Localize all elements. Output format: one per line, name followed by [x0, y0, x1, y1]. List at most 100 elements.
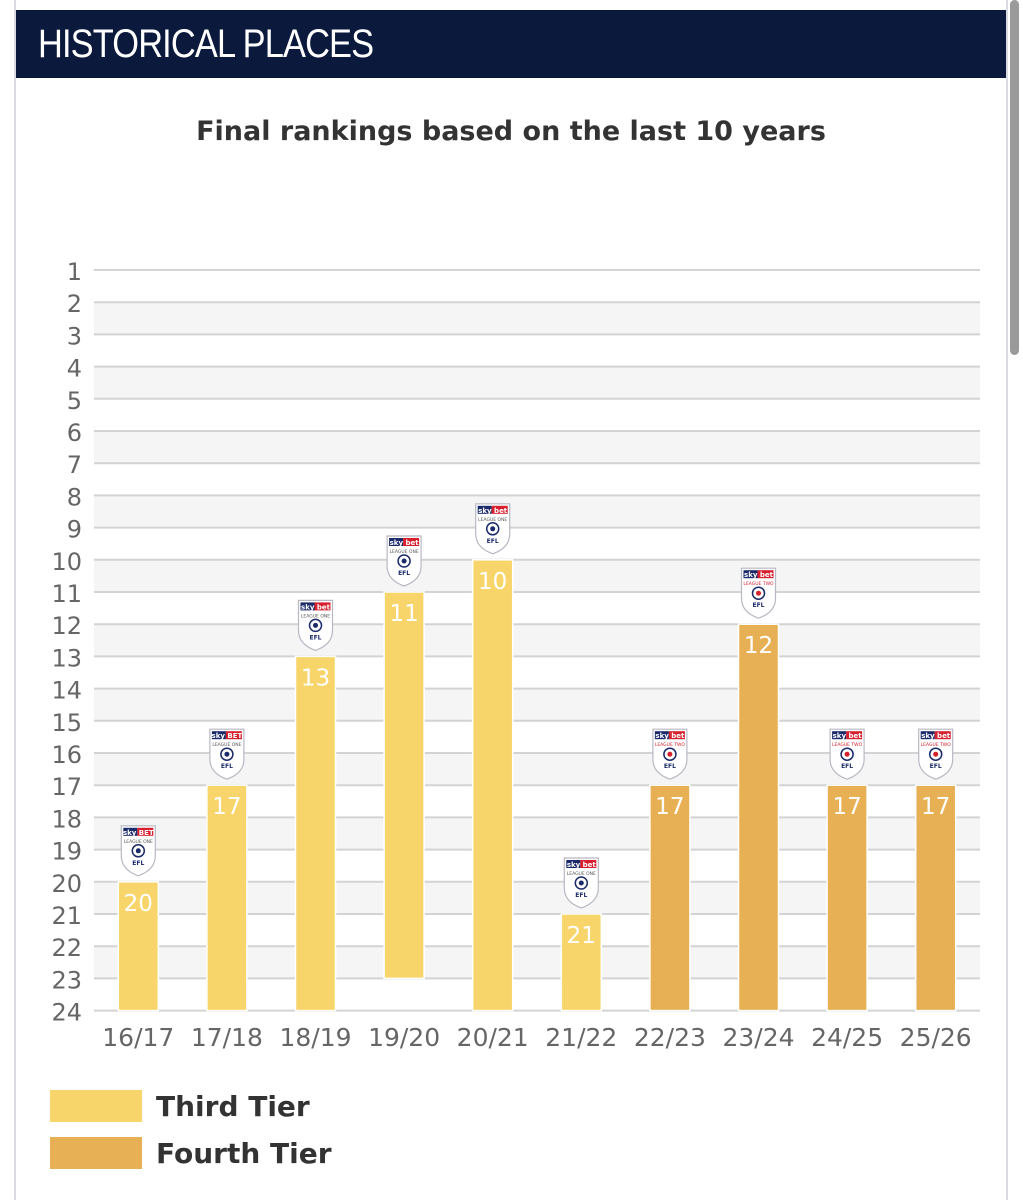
badge-league-text: LEAGUE TWO: [655, 742, 686, 748]
grid-band: [94, 688, 980, 721]
y-tick-label: 14: [51, 677, 82, 705]
y-tick-label: 6: [67, 419, 82, 447]
badge-sky-block: [211, 731, 226, 740]
rankings-chart: 1234567891011121314151617181920212223242…: [51, 258, 980, 1052]
badge-sky-block: [654, 731, 669, 740]
badge-sky-block: [832, 731, 847, 740]
badge-sky-text: sky bet: [567, 861, 597, 869]
grid-band: [94, 302, 980, 335]
badge-crest-center: [224, 751, 230, 757]
y-tick-label: 2: [67, 290, 82, 318]
badge-sky-text: sky bet: [390, 539, 420, 547]
badge-crest-center: [135, 848, 141, 854]
y-tick-label: 4: [67, 355, 82, 383]
badge-league-text: LEAGUE ONE: [124, 839, 153, 845]
badge-league-text: LEAGUE TWO: [743, 581, 774, 587]
league-two-badge-icon: sky bet LEAGUE TWO EFL: [652, 728, 688, 780]
badge-sky-block: [566, 860, 581, 868]
grid-band: [94, 495, 980, 528]
y-tick-label: 1: [67, 258, 82, 286]
bar-21-22: [560, 913, 603, 1012]
bar-value-label: 12: [744, 633, 773, 659]
scrollbar[interactable]: [1010, 0, 1019, 355]
badge-efl-text: EFL: [487, 538, 499, 545]
league-one-badge-icon: sky bet LEAGUE ONE EFL: [563, 857, 599, 909]
badge-bet-block: [668, 731, 685, 740]
y-tick-label: 20: [51, 870, 82, 898]
badge-bet-block: [934, 731, 951, 740]
badge-sky-block: [743, 570, 758, 579]
y-tick-label: 7: [67, 451, 82, 479]
badge-efl-text: EFL: [398, 570, 410, 577]
badge-sky-text: sky bet: [921, 732, 951, 740]
badge-league-text: LEAGUE ONE: [301, 613, 330, 619]
badge-bet-block: [137, 827, 154, 836]
league-one-badge-icon: sky BET LEAGUE ONE EFL: [120, 825, 156, 877]
section-header: HISTORICAL PLACES: [16, 10, 1006, 78]
badge-bet-block: [491, 505, 508, 514]
badge-bet-block: [757, 570, 774, 579]
y-tick-label: 12: [51, 612, 82, 640]
bar-value-label: 17: [655, 794, 684, 820]
badge-crest-center: [401, 558, 407, 564]
bar-22-23: [649, 784, 691, 1012]
league-one-badge-icon: sky bet LEAGUE ONE EFL: [475, 503, 511, 555]
league-two-badge-icon: sky bet LEAGUE TWO EFL: [829, 728, 865, 780]
bar-25-26: [914, 784, 957, 1012]
y-tick-label: 3: [67, 322, 82, 350]
y-tick-label: 5: [67, 387, 82, 415]
section-title: HISTORICAL PLACES: [38, 22, 374, 66]
bar-value-label: 20: [124, 891, 153, 917]
badge-bet-block: [580, 860, 597, 868]
badge-efl-text: EFL: [221, 763, 233, 770]
bar-20-21: [471, 559, 514, 1012]
y-tick-label: 16: [51, 741, 82, 769]
badge-league-text: LEAGUE TWO: [832, 742, 863, 748]
y-tick-label: 19: [51, 838, 82, 866]
y-tick-label: 9: [67, 516, 82, 544]
badge-sky-block: [123, 827, 138, 836]
badge-sky-text: sky bet: [301, 603, 331, 611]
badge-crest-center: [313, 622, 318, 628]
grid-band: [94, 366, 980, 399]
badge-league-text: LEAGUE ONE: [390, 549, 419, 555]
y-tick-label: 22: [51, 934, 82, 962]
badge-efl-text: EFL: [752, 602, 764, 609]
badge-bet-block: [846, 731, 863, 740]
badge-league-text: LEAGUE ONE: [212, 742, 241, 748]
league-one-badge-icon: sky bet LEAGUE ONE EFL: [386, 535, 422, 587]
y-tick-label: 11: [51, 580, 82, 608]
y-tick-label: 13: [51, 644, 82, 672]
badge-sky-block: [300, 602, 315, 611]
y-tick-label: 10: [51, 548, 82, 576]
grid-band: [94, 431, 980, 464]
legend-label-third-tier: Third Tier: [156, 1090, 310, 1123]
badge-sky-block: [389, 538, 404, 546]
bar-24-25: [826, 784, 868, 1012]
badge-sky-text: sky bet: [478, 507, 508, 515]
grid-band: [94, 559, 980, 592]
badge-crest-center: [756, 590, 761, 596]
badge-efl-text: EFL: [309, 634, 321, 641]
bar-17-18: [206, 784, 248, 1012]
badge-sky-text: sky BET: [123, 829, 154, 837]
y-tick-label: 21: [51, 902, 82, 930]
badge-efl-text: EFL: [930, 763, 942, 770]
y-tick-label: 18: [51, 805, 82, 833]
badge-league-text: LEAGUE TWO: [921, 742, 952, 748]
x-tick-label: 23/24: [722, 1023, 794, 1052]
chart-title: Final rankings based on the last 10 year…: [196, 116, 826, 147]
badge-sky-block: [477, 505, 492, 514]
x-tick-label: 22/23: [634, 1023, 706, 1052]
bar-value-label: 13: [301, 665, 330, 691]
badge-efl-text: EFL: [664, 763, 676, 770]
x-tick-label: 16/17: [102, 1023, 174, 1052]
badge-sky-text: sky bet: [655, 732, 685, 740]
page-frame-left: [14, 0, 16, 1200]
x-tick-label: 18/19: [279, 1023, 351, 1052]
bar-value-label: 17: [832, 794, 861, 820]
x-tick-label: 20/21: [457, 1023, 529, 1052]
bar-19-20: [383, 591, 425, 980]
bar-18-19: [294, 655, 337, 1012]
bar-23-24: [737, 623, 780, 1012]
